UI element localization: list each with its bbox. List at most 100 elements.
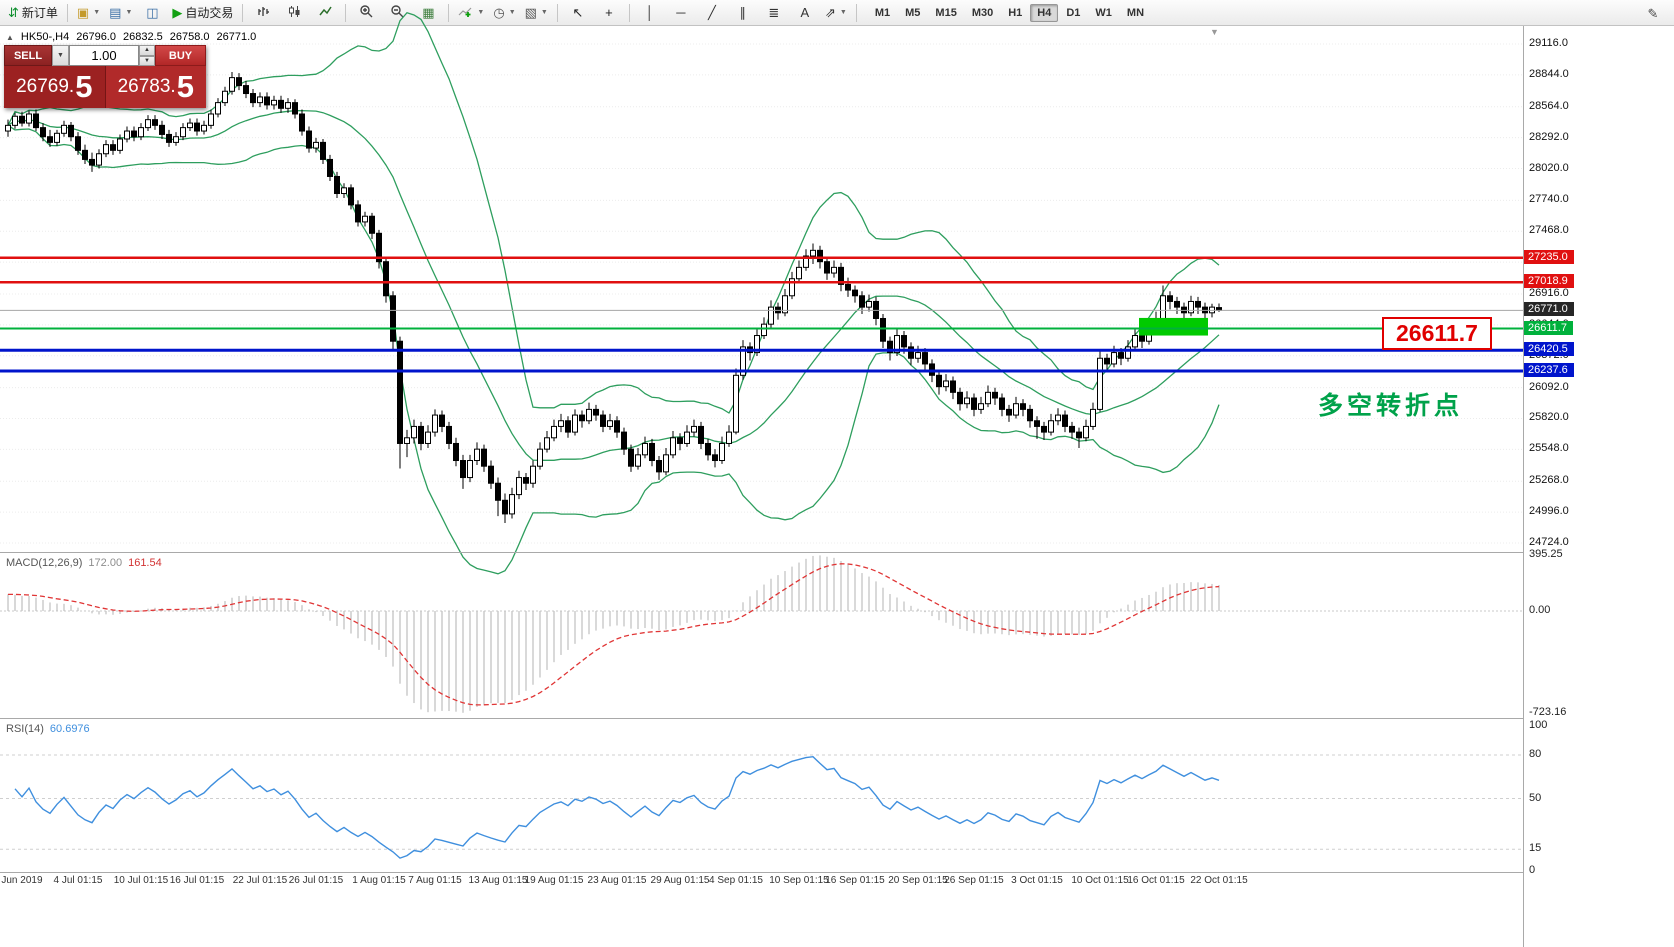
crosshair-icon[interactable]: + [594, 2, 624, 24]
buy-price-main: 26783. [117, 76, 176, 97]
time-axis-label: 19 Aug 01:15 [524, 875, 584, 886]
volume-dropdown[interactable]: ▼ [52, 45, 69, 66]
time-axis-label: 3 Oct 01:15 [1011, 875, 1063, 886]
price-line-label: 27235.0 [1524, 249, 1574, 264]
new-chart-icon: ▣ [76, 5, 90, 20]
price-line-label: 26420.5 [1524, 342, 1574, 357]
macd-scale-label: -723.16 [1529, 705, 1567, 718]
price-tick-label: 27468.0 [1529, 224, 1569, 237]
timeframe-m5-button[interactable]: M5 [905, 6, 921, 19]
time-axis-label: 22 Oct 01:15 [1190, 875, 1248, 886]
rsi-scale-label: 80 [1529, 748, 1542, 760]
time-axis-label: 16 Jul 01:15 [169, 875, 225, 886]
data-window-icon[interactable]: ◫ [137, 2, 167, 24]
timeframe-w1-button[interactable]: W1 [1095, 6, 1112, 19]
sell-price-main: 26769. [16, 76, 75, 97]
price-scale[interactable]: 29116.0 28844.0 28564.0 28292.0 28020.0 27740… [1523, 26, 1674, 947]
one-click-trading-panel: SELL ▼ ▲ ▼ BUY 26769.5 26783.5 [4, 45, 206, 108]
time-axis-label: 10 Sep 01:15 [769, 875, 829, 886]
new-chart-icon[interactable]: ▣ ▼ [73, 2, 104, 24]
toolbar-separator [345, 3, 347, 22]
symbol-icon: ▲ [6, 32, 14, 42]
arrows-icon[interactable]: ⇗ ▼ [821, 2, 851, 24]
vertical-line-icon: │ [645, 5, 654, 20]
play-icon: ▶ [172, 5, 183, 20]
channel-icon: ∥ [739, 5, 747, 20]
channel-icon[interactable]: ∥ [728, 2, 758, 24]
time-axis-label: 22 Jul 01:15 [232, 875, 288, 886]
timeframe-mn-button[interactable]: MN [1126, 6, 1145, 19]
timeframe-m15-button[interactable]: M15 [935, 6, 957, 19]
zoom-in-icon[interactable] [351, 2, 381, 24]
turning-point-note[interactable]: 多空转折点 [1318, 392, 1464, 420]
macd-header: MACD(12,26,9) 172.00 161.54 [6, 557, 162, 569]
chart-area[interactable] [0, 0, 1523, 892]
sell-button[interactable]: SELL [4, 45, 52, 66]
horizontal-line-icon[interactable]: ─ [666, 2, 696, 24]
chevron-down-icon: ▼ [508, 9, 516, 16]
zoom-out-icon[interactable] [382, 2, 412, 24]
price-tick-label: 28020.0 [1529, 161, 1569, 174]
candlestick-chart-icon[interactable] [279, 2, 309, 24]
edit-icon[interactable]: ✎ [1647, 6, 1659, 21]
panel-separator[interactable] [0, 718, 1674, 719]
toolbar: ⇵ 新订单 ▣ ▼ ▤ ▼ ◫ ▶ 自动交易 ▦ ▼ ◷ ▼ ▧ ▼ ↖ + │ ─ ╱ ∥ ≣ A ⇗ ▼ M1 M5 M15 M3… [0, 0, 1674, 26]
price-tick-label: 28564.0 [1529, 99, 1569, 112]
new-order-button[interactable]: ⇵ 新订单 [4, 2, 62, 24]
autotrading-button-label: 自动交易 [185, 6, 234, 20]
trendline-icon[interactable]: ╱ [697, 2, 727, 24]
buy-button[interactable]: BUY [155, 45, 206, 66]
price-tick-label: 25820.0 [1529, 411, 1569, 424]
profiles-icon[interactable]: ▤ ▼ [105, 2, 136, 24]
price-tick-label: 26916.0 [1529, 286, 1569, 299]
tile-windows-icon[interactable]: ▦ [413, 2, 443, 24]
buy-price-button[interactable]: 26783. 5 [104, 66, 206, 108]
timeframe-h4-button[interactable]: H4 [1030, 3, 1059, 22]
periods-icon: ◷ [493, 5, 505, 20]
rsi-scale-label: 0 [1529, 864, 1536, 876]
templates-icon[interactable]: ▧ ▼ [521, 2, 552, 24]
time-axis-label: 10 Jul 01:15 [113, 875, 169, 886]
price-tick-label: 28844.0 [1529, 67, 1569, 80]
text-icon[interactable]: A [790, 2, 820, 24]
fibonacci-icon[interactable]: ≣ [759, 2, 789, 24]
cursor-icon: ↖ [572, 5, 584, 20]
volume-down-button[interactable]: ▼ [139, 55, 155, 66]
rsi-scale-label: 15 [1529, 842, 1542, 855]
bar-chart-icon[interactable] [248, 2, 278, 24]
volume-up-button[interactable]: ▲ [139, 45, 155, 56]
price-line-label: 26237.6 [1524, 363, 1574, 378]
close-value: 26771.0 [216, 31, 257, 43]
new-order-icon: ⇵ [8, 5, 19, 20]
time-axis-label: 10 Oct 01:15 [1071, 875, 1129, 886]
timeframe-h1-button[interactable]: H1 [1008, 6, 1023, 19]
timeframe-d1-button[interactable]: D1 [1066, 6, 1081, 19]
volume-input[interactable] [69, 45, 139, 66]
sell-price-button[interactable]: 26769. 5 [4, 66, 105, 108]
timeframe-m1-button[interactable]: M1 [874, 6, 891, 19]
low-value: 26758.0 [169, 31, 210, 43]
price-callout-box[interactable]: 26611.7 [1382, 317, 1492, 350]
autotrading-button[interactable]: ▶ 自动交易 [168, 2, 237, 24]
chart-shift-marker[interactable]: ▼ [1210, 27, 1219, 37]
horizontal-line-icon: ─ [676, 5, 686, 20]
time-axis-label: 26 Jul 01:15 [288, 875, 344, 886]
time-axis-label: 16 Oct 01:15 [1127, 875, 1185, 886]
cursor-icon[interactable]: ↖ [563, 2, 593, 24]
indicators-icon[interactable]: ▼ [454, 2, 488, 24]
zoom-out-icon [390, 4, 405, 21]
time-axis-label: 4 Sep 01:15 [709, 875, 763, 886]
price-line-label: 26611.7 [1524, 320, 1573, 335]
panel-separator[interactable] [0, 552, 1674, 553]
bar-chart-icon [256, 4, 271, 21]
indicators-icon [458, 4, 473, 21]
line-chart-icon[interactable] [310, 2, 340, 24]
tile-windows-icon: ▦ [422, 5, 435, 20]
periods-icon[interactable]: ◷ ▼ [489, 2, 519, 24]
vertical-line-icon[interactable]: │ [635, 2, 665, 24]
timeframe-m30-button[interactable]: M30 [971, 6, 994, 19]
text-icon: A [800, 5, 810, 20]
timeframe-group: M1 M5 M15 M30 H1 H4 D1 W1 MN [868, 3, 1151, 22]
fibonacci-icon: ≣ [768, 5, 780, 20]
